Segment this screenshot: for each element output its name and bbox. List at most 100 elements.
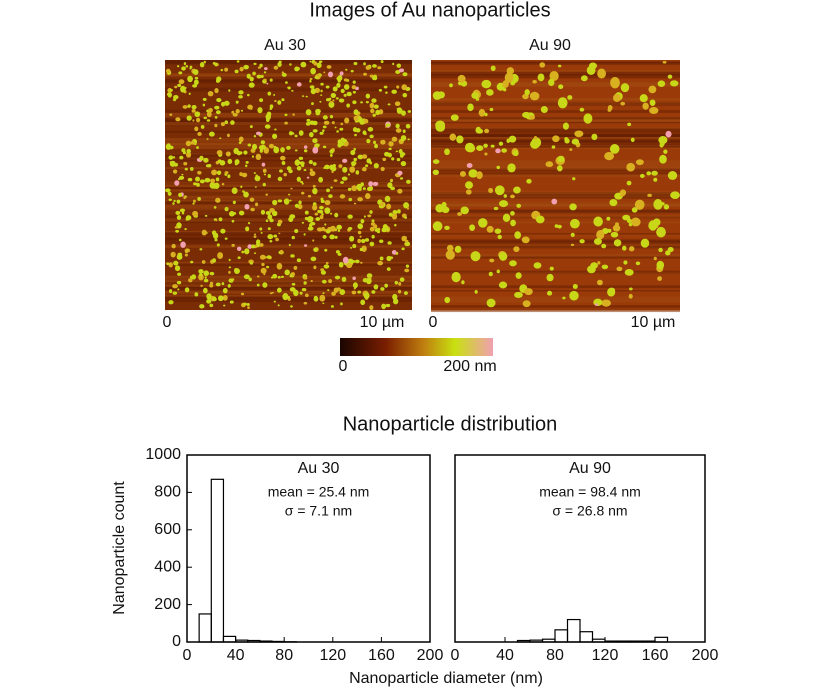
particle <box>268 143 275 149</box>
texture <box>165 275 412 279</box>
particle <box>320 199 325 204</box>
particle <box>312 162 317 166</box>
particle <box>341 176 348 181</box>
particle <box>193 182 197 186</box>
particle <box>629 287 633 291</box>
texture <box>165 231 412 236</box>
particle <box>380 166 385 172</box>
particle <box>290 187 293 190</box>
particle <box>281 98 285 102</box>
texture <box>431 285 680 289</box>
particle <box>513 150 519 157</box>
particle <box>400 137 405 142</box>
particle <box>663 149 668 154</box>
particle <box>294 149 298 152</box>
particle <box>353 202 357 205</box>
particle <box>373 163 379 169</box>
annotation: mean = 98.4 nm <box>539 484 641 500</box>
particle <box>398 282 402 286</box>
particle <box>515 272 522 279</box>
particle <box>396 63 402 68</box>
annotation: σ = 26.8 nm <box>552 503 627 519</box>
particle <box>405 124 411 129</box>
particle <box>533 262 542 269</box>
particle <box>526 178 532 184</box>
x-tick-label: 40 <box>496 647 514 664</box>
particle <box>549 70 559 82</box>
particle <box>363 292 370 299</box>
particle <box>488 271 493 277</box>
particle <box>185 140 192 147</box>
particle <box>514 231 522 239</box>
particle <box>352 90 356 94</box>
particle <box>312 187 318 195</box>
particle <box>181 211 185 215</box>
particle <box>167 191 172 196</box>
particle <box>271 210 278 217</box>
particle <box>249 262 254 265</box>
particle <box>466 163 473 168</box>
particle <box>176 280 182 285</box>
particle <box>175 117 181 122</box>
particle <box>379 256 384 261</box>
particle <box>199 248 203 251</box>
particle <box>194 111 201 118</box>
particle <box>305 95 308 98</box>
particle <box>290 254 295 258</box>
particle <box>665 130 672 138</box>
particle <box>343 93 347 97</box>
particle <box>203 116 207 120</box>
particle <box>322 234 327 239</box>
particle <box>360 299 366 306</box>
particle <box>530 139 540 149</box>
particle <box>309 170 316 177</box>
particle <box>298 130 304 136</box>
particle <box>571 138 580 145</box>
particle <box>249 125 253 129</box>
particle <box>283 198 290 205</box>
particle <box>312 129 318 133</box>
particle <box>195 176 201 182</box>
bar <box>210 478 225 643</box>
particle <box>529 115 535 120</box>
particle <box>616 266 623 272</box>
particle <box>306 176 310 179</box>
particle <box>280 275 284 279</box>
particle <box>357 238 362 244</box>
particle <box>293 265 298 270</box>
particle <box>203 157 209 163</box>
particle <box>260 232 263 234</box>
texture <box>165 208 412 210</box>
particle <box>256 74 262 79</box>
particle <box>253 252 257 255</box>
particle <box>450 114 459 121</box>
particle <box>628 246 635 252</box>
texture <box>431 127 680 131</box>
particle <box>243 64 249 70</box>
particle <box>354 259 360 264</box>
particle <box>211 230 217 236</box>
y-tick-label: 600 <box>154 521 181 538</box>
particle <box>247 143 252 147</box>
particle <box>467 103 474 112</box>
texture <box>431 147 680 150</box>
particle <box>457 212 462 216</box>
particle <box>249 76 254 82</box>
annotation: mean = 25.4 nm <box>268 484 370 500</box>
particle <box>172 291 178 295</box>
particle <box>286 295 291 299</box>
particle <box>266 265 270 269</box>
particle <box>277 100 282 105</box>
particle <box>496 269 500 274</box>
x-tick-label: 0 <box>451 647 460 664</box>
particle <box>369 305 374 311</box>
texture <box>431 121 680 124</box>
particle <box>461 280 465 285</box>
particle <box>171 243 176 249</box>
particle <box>231 187 238 195</box>
particle <box>402 129 406 134</box>
particle <box>238 210 245 216</box>
particle <box>204 276 207 279</box>
particle <box>206 119 211 122</box>
particle <box>371 98 377 103</box>
